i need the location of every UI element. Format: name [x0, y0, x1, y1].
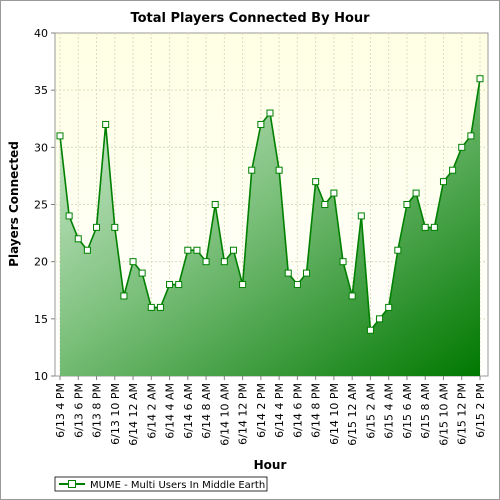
data-point-marker — [102, 120, 110, 128]
data-point-marker — [458, 143, 466, 151]
data-point-marker — [120, 292, 128, 300]
x-tick-label: 6/13 4 PM — [54, 383, 67, 438]
x-tick-label: 6/14 4 AM — [164, 383, 177, 439]
data-point-marker — [330, 189, 338, 197]
data-point-marker — [193, 246, 201, 254]
x-tick-label: 6/14 8 AM — [200, 383, 213, 439]
x-tick-label: 6/14 10 PM — [328, 383, 341, 445]
data-point-marker — [284, 269, 292, 277]
data-point-marker — [348, 292, 356, 300]
data-point-marker — [449, 166, 457, 174]
data-point-marker — [467, 132, 475, 140]
legend: MUME - Multi Users In Middle Earth — [54, 476, 268, 492]
data-point-marker — [83, 246, 91, 254]
data-point-marker — [156, 303, 164, 311]
y-tick-label: 30 — [34, 141, 48, 154]
data-point-marker — [366, 326, 374, 334]
legend-box — [54, 476, 268, 492]
data-point-marker — [129, 258, 137, 266]
data-point-marker — [376, 315, 384, 323]
x-tick-label: 6/14 6 AM — [182, 383, 195, 439]
x-tick-label: 6/14 8 PM — [310, 383, 323, 438]
data-point-marker — [93, 223, 101, 231]
x-tick-label: 6/14 12 AM — [127, 383, 140, 446]
x-tick-label: 6/14 2 AM — [145, 383, 158, 439]
series-area-fill — [60, 78, 480, 376]
data-point-marker — [421, 223, 429, 231]
data-point-marker — [385, 303, 393, 311]
data-point-marker — [239, 281, 247, 289]
data-point-marker — [293, 281, 301, 289]
legend-swatch-marker — [68, 480, 76, 488]
x-tick-label: 6/15 12 PM — [456, 383, 469, 445]
x-tick-label: 6/15 10 AM — [437, 383, 450, 446]
data-point-marker — [147, 303, 155, 311]
data-point-marker — [439, 178, 447, 186]
x-tick-label: 6/14 4 PM — [273, 383, 286, 438]
x-tick-label: 6/13 6 PM — [72, 383, 85, 438]
x-tick-label: 6/15 8 AM — [419, 383, 432, 439]
x-tick-label: 6/14 10 AM — [218, 383, 231, 446]
data-point-marker — [257, 120, 265, 128]
data-point-marker — [312, 178, 320, 186]
y-tick-label: 35 — [34, 84, 48, 97]
data-point-marker — [403, 201, 411, 208]
x-tick-label: 6/14 6 PM — [291, 383, 304, 438]
data-point-marker — [166, 281, 174, 289]
data-point-marker — [412, 189, 420, 197]
x-tick-label: 6/14 12 PM — [237, 383, 250, 445]
data-point-marker — [266, 109, 274, 117]
data-point-marker — [357, 212, 365, 220]
data-point-marker — [476, 75, 484, 83]
data-point-marker — [394, 246, 402, 254]
y-tick-label: 40 — [34, 27, 48, 40]
data-point-marker — [248, 166, 256, 174]
data-point-marker — [220, 258, 228, 266]
x-tick-label: 6/15 12 AM — [346, 383, 359, 446]
y-tick-label: 15 — [34, 313, 48, 326]
x-tick-label: 6/13 10 PM — [109, 383, 122, 445]
y-tick-label: 25 — [34, 199, 48, 212]
data-point-marker — [303, 269, 311, 277]
data-point-marker — [175, 281, 183, 289]
data-point-marker — [202, 258, 210, 266]
x-axis: 6/13 4 PM 6/13 6 PM 6/13 8 PM 6/13 10 PM 6/1… — [54, 376, 487, 446]
x-tick-label: 6/14 2 PM — [255, 383, 268, 438]
x-tick-label: 6/15 4 AM — [383, 383, 396, 439]
data-point-marker — [184, 246, 192, 254]
data-point-marker — [321, 201, 329, 208]
series-area — [60, 78, 480, 376]
data-point-marker — [65, 212, 73, 220]
data-point-marker — [339, 258, 347, 266]
data-point-marker — [138, 269, 146, 277]
x-tick-label: 6/15 2 AM — [364, 383, 377, 439]
data-point-marker — [211, 201, 219, 208]
data-point-marker — [430, 223, 438, 231]
x-axis-title: Hour — [254, 458, 287, 472]
data-point-marker — [111, 223, 119, 231]
legend-label: MUME - Multi Users In Middle Earth — [90, 480, 265, 491]
data-point-marker — [56, 132, 64, 140]
series-markers — [56, 75, 484, 334]
data-point-marker — [275, 166, 283, 174]
x-tick-label: 6/15 2 PM — [474, 383, 487, 438]
chart-title: Total Players Connected By Hour — [130, 11, 370, 26]
y-axis-title: Players Connected — [7, 141, 21, 267]
y-tick-label: 10 — [34, 370, 48, 383]
data-point-marker — [74, 235, 82, 243]
x-tick-label: 6/13 8 PM — [91, 383, 104, 438]
x-tick-label: 6/15 6 AM — [401, 383, 414, 439]
data-point-marker — [229, 246, 237, 254]
y-axis: 10 15 20 25 30 35 40 — [34, 27, 55, 383]
y-tick-label: 20 — [34, 256, 48, 269]
